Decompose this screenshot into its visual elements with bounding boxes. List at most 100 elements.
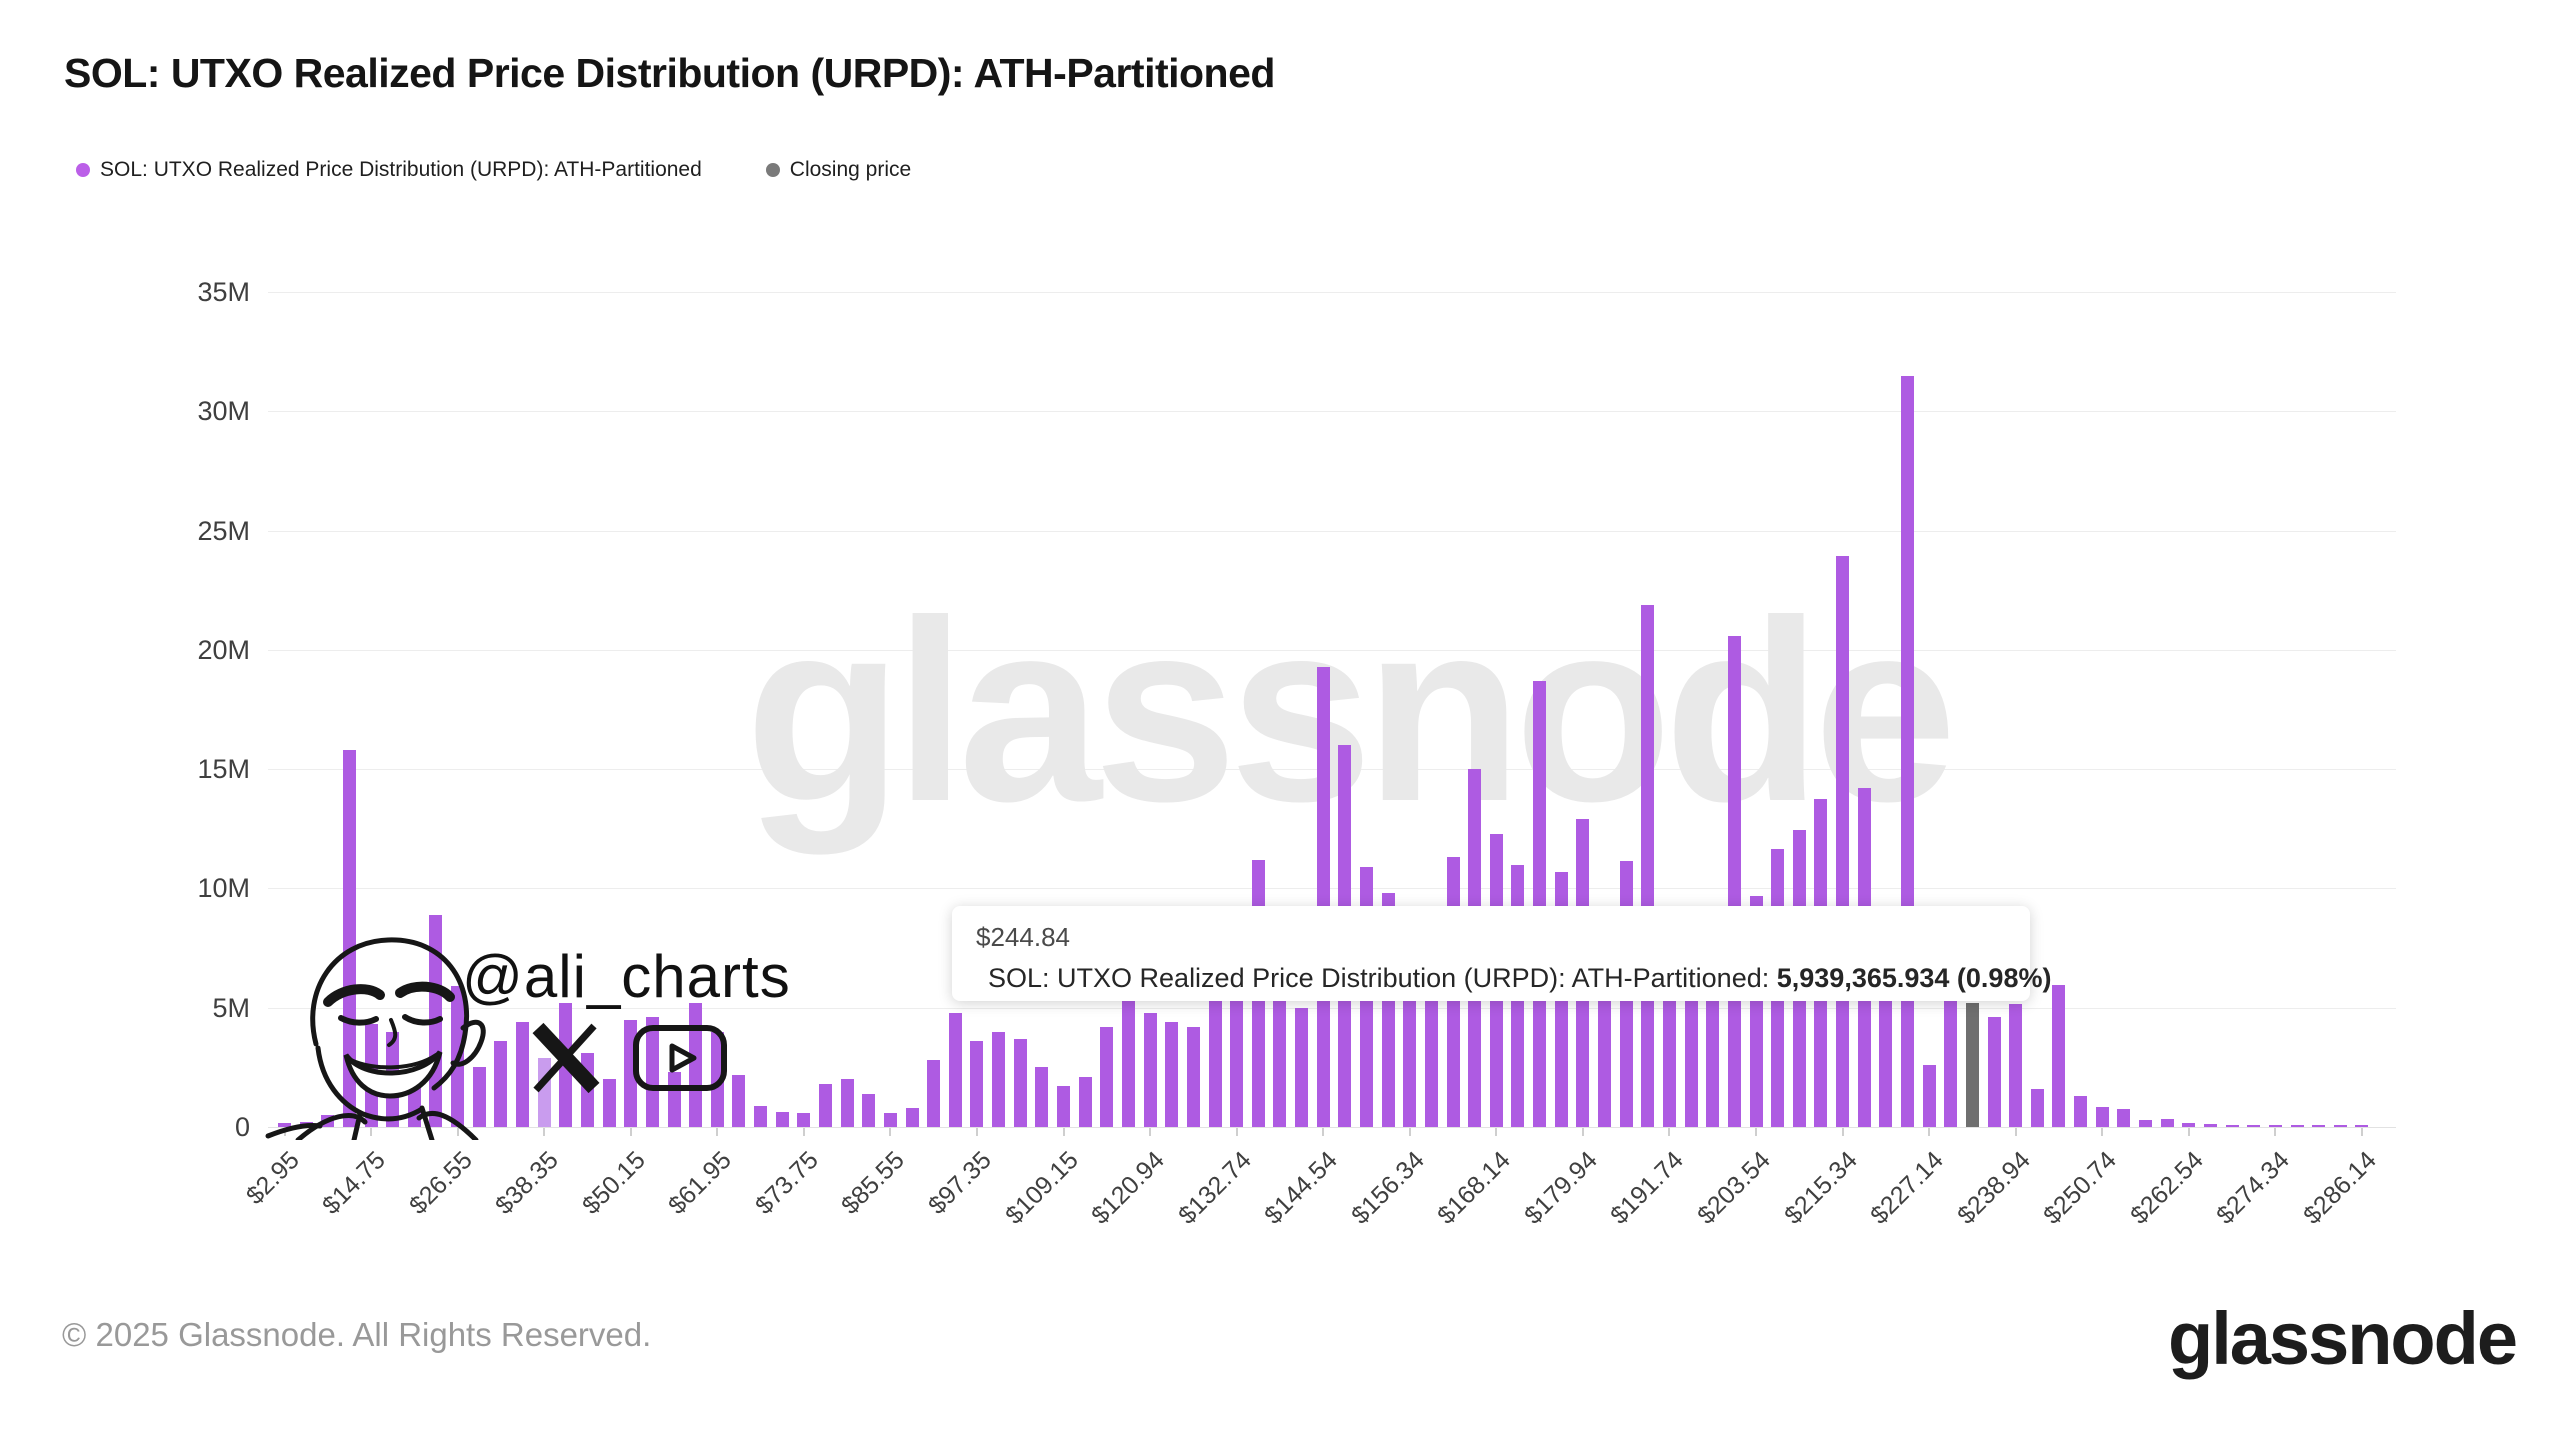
bar[interactable] [970,1041,984,1127]
bar[interactable] [1316,666,1330,1127]
bar[interactable] [1836,555,1850,1127]
bar[interactable] [1922,1064,1936,1127]
x-tick [1495,1128,1498,1136]
x-tick [2187,1128,2190,1136]
x-tick-label: $250.74 [2038,1146,2123,1230]
bar[interactable] [1078,1076,1092,1127]
x-tick-label: $191.74 [1605,1146,1690,1230]
bar[interactable] [645,1017,659,1127]
bar[interactable] [1987,1017,2001,1127]
bar[interactable] [732,1074,746,1127]
x-tick [716,1128,719,1136]
bar[interactable] [516,1022,530,1127]
bar[interactable] [472,1067,486,1127]
bar[interactable] [1186,1026,1200,1127]
x-tick-label: $2.95 [240,1146,305,1211]
x-tick [370,1128,373,1136]
tooltip-series-value: SOL: UTXO Realized Price Distribution (U… [988,963,2052,993]
bar[interactable] [2117,1109,2131,1127]
bar[interactable] [2225,1124,2239,1127]
bar[interactable] [1533,680,1547,1127]
bar[interactable] [992,1031,1006,1127]
bar[interactable] [819,1084,832,1127]
bar[interactable] [2009,1004,2023,1127]
page-title: SOL: UTXO Realized Price Distribution (U… [64,50,1275,96]
bar[interactable] [1230,964,1244,1127]
bar[interactable] [775,1111,789,1127]
grid-line [268,292,2396,293]
legend-item-urpd[interactable]: SOL: UTXO Realized Price Distribution (U… [76,158,702,182]
bar[interactable] [862,1093,876,1127]
youtube-icon [633,1025,727,1091]
bar[interactable] [1057,1086,1071,1127]
bar[interactable] [1273,983,1287,1127]
bar[interactable] [2247,1125,2261,1127]
bar[interactable] [797,1112,811,1127]
y-tick-label: 15M [197,754,250,785]
bar[interactable] [883,1112,897,1127]
bar[interactable] [2052,985,2066,1127]
bar[interactable] [2160,1118,2174,1127]
bar[interactable] [1143,1012,1157,1127]
bar[interactable] [1295,1007,1309,1127]
bar[interactable] [602,1079,616,1127]
x-tick-label: $215.34 [1778,1146,1863,1230]
x-tick [2101,1128,2104,1136]
bar[interactable] [2182,1123,2196,1127]
bar[interactable] [1944,995,1958,1127]
x-tick [1841,1128,1844,1136]
x-tick [1149,1128,1152,1136]
x-tick-label: $286.14 [2298,1146,2382,1230]
grid-line [268,411,2396,413]
bar[interactable] [1901,375,1914,1127]
bar[interactable] [2095,1106,2109,1127]
bar[interactable] [2268,1125,2282,1127]
closing-price-bar[interactable] [1965,1002,1979,1127]
bar[interactable] [278,1123,291,1127]
bar[interactable] [2355,1125,2369,1127]
bar[interactable] [1035,1067,1049,1127]
bar[interactable] [1208,998,1222,1127]
bar[interactable] [1165,1022,1179,1127]
bar[interactable] [2074,1096,2088,1127]
legend-item-closing-price[interactable]: Closing price [765,158,911,182]
grid-line [268,769,2396,771]
bar[interactable] [494,1041,508,1127]
grid-line [268,530,2396,532]
x-tick-label: $168.14 [1432,1146,1517,1230]
bar[interactable] [1013,1038,1027,1127]
x-tick [2360,1128,2363,1136]
x-tick [2014,1128,2017,1136]
bar[interactable] [927,1060,941,1127]
bar[interactable] [1100,1026,1114,1127]
y-tick-label: 25M [197,515,250,546]
bar[interactable] [689,1002,703,1127]
bar[interactable] [2203,1124,2217,1127]
legend: SOL: UTXO Realized Price Distribution (U… [76,158,911,182]
bar[interactable] [2290,1125,2304,1127]
bar[interactable] [754,1105,768,1127]
bar[interactable] [1706,971,1720,1127]
bar[interactable] [342,750,356,1127]
x-tick-label: $238.94 [1951,1146,2036,1230]
x-tick [1668,1128,1671,1136]
bar[interactable] [948,1012,962,1127]
y-tick-label: 5M [212,992,250,1023]
bar[interactable] [2333,1125,2347,1127]
bar[interactable] [2030,1088,2044,1127]
x-tick-label: $179.94 [1518,1146,1603,1230]
x-tick-label: $85.55 [836,1146,911,1220]
y-tick-label: 0 [234,1111,250,1142]
x-twitter-icon [532,1022,600,1094]
bar[interactable] [2139,1119,2153,1127]
bar[interactable] [2312,1125,2326,1127]
bar[interactable] [840,1079,854,1127]
bar[interactable] [1121,988,1135,1127]
bar[interactable] [710,1031,724,1127]
bar[interactable] [1424,960,1438,1127]
bar[interactable] [1727,635,1741,1127]
bar[interactable] [905,1107,919,1127]
bar[interactable] [1641,604,1655,1127]
x-tick [889,1128,892,1136]
grid-line [268,1126,2396,1128]
